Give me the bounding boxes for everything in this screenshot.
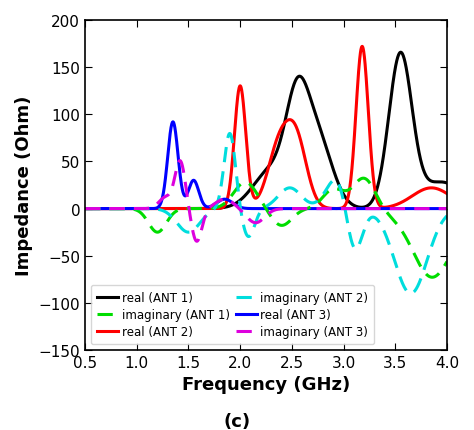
real (ANT 1) <box>367 202 373 207</box>
Text: (c): (c) <box>223 412 251 430</box>
real (ANT 1) <box>258 174 264 179</box>
Line: real (ANT 1): real (ANT 1) <box>85 53 447 209</box>
imaginary (ANT 2) <box>434 230 440 236</box>
imaginary (ANT 3) <box>444 206 450 212</box>
imaginary (ANT 2) <box>258 209 264 214</box>
imaginary (ANT 3) <box>434 206 440 212</box>
real (ANT 1) <box>248 186 254 191</box>
real (ANT 2) <box>434 187 439 192</box>
imaginary (ANT 2) <box>249 231 255 236</box>
imaginary (ANT 3) <box>177 159 183 164</box>
Legend: real (ANT 1), imaginary (ANT 1), real (ANT 2), imaginary (ANT 2), real (ANT 3), : real (ANT 1), imaginary (ANT 1), real (A… <box>91 286 374 344</box>
Y-axis label: Impedance (Ohm): Impedance (Ohm) <box>15 95 33 276</box>
imaginary (ANT 1) <box>100 206 106 212</box>
real (ANT 3) <box>82 206 88 212</box>
real (ANT 3) <box>249 206 255 212</box>
Line: real (ANT 2): real (ANT 2) <box>85 47 447 209</box>
imaginary (ANT 3) <box>258 218 264 223</box>
imaginary (ANT 1) <box>248 184 254 189</box>
real (ANT 1) <box>100 206 106 212</box>
imaginary (ANT 3) <box>434 206 439 212</box>
real (ANT 2) <box>434 187 439 192</box>
real (ANT 3) <box>170 120 176 125</box>
imaginary (ANT 3) <box>100 206 106 212</box>
Line: imaginary (ANT 3): imaginary (ANT 3) <box>85 161 447 242</box>
real (ANT 2) <box>82 206 88 212</box>
imaginary (ANT 3) <box>367 206 373 212</box>
real (ANT 3) <box>434 206 439 212</box>
real (ANT 2) <box>367 138 373 143</box>
imaginary (ANT 1) <box>82 206 88 212</box>
real (ANT 1) <box>444 181 450 186</box>
imaginary (ANT 1) <box>258 198 264 203</box>
imaginary (ANT 1) <box>434 273 440 278</box>
imaginary (ANT 2) <box>100 206 106 212</box>
imaginary (ANT 1) <box>360 176 366 181</box>
imaginary (ANT 2) <box>444 214 450 219</box>
real (ANT 3) <box>100 206 106 212</box>
real (ANT 1) <box>434 180 439 185</box>
real (ANT 1) <box>82 206 88 212</box>
real (ANT 3) <box>258 206 264 212</box>
imaginary (ANT 1) <box>367 181 373 187</box>
imaginary (ANT 3) <box>82 206 88 212</box>
imaginary (ANT 2) <box>408 291 414 296</box>
real (ANT 2) <box>248 186 254 191</box>
imaginary (ANT 1) <box>434 273 439 279</box>
imaginary (ANT 1) <box>429 275 435 280</box>
imaginary (ANT 2) <box>82 206 88 212</box>
X-axis label: Frequency (GHz): Frequency (GHz) <box>182 375 350 393</box>
real (ANT 1) <box>434 180 439 185</box>
imaginary (ANT 1) <box>444 259 450 264</box>
imaginary (ANT 3) <box>249 219 255 224</box>
imaginary (ANT 2) <box>227 132 233 137</box>
imaginary (ANT 2) <box>367 216 373 221</box>
real (ANT 3) <box>367 206 373 212</box>
real (ANT 3) <box>434 206 439 212</box>
Line: imaginary (ANT 1): imaginary (ANT 1) <box>85 179 447 278</box>
Line: real (ANT 3): real (ANT 3) <box>85 123 447 209</box>
real (ANT 2) <box>100 206 106 212</box>
real (ANT 2) <box>444 191 450 197</box>
real (ANT 2) <box>258 189 264 194</box>
imaginary (ANT 3) <box>194 239 200 244</box>
real (ANT 1) <box>398 50 404 55</box>
real (ANT 3) <box>444 206 450 212</box>
imaginary (ANT 2) <box>434 231 439 236</box>
real (ANT 2) <box>359 45 365 50</box>
Line: imaginary (ANT 2): imaginary (ANT 2) <box>85 134 447 294</box>
